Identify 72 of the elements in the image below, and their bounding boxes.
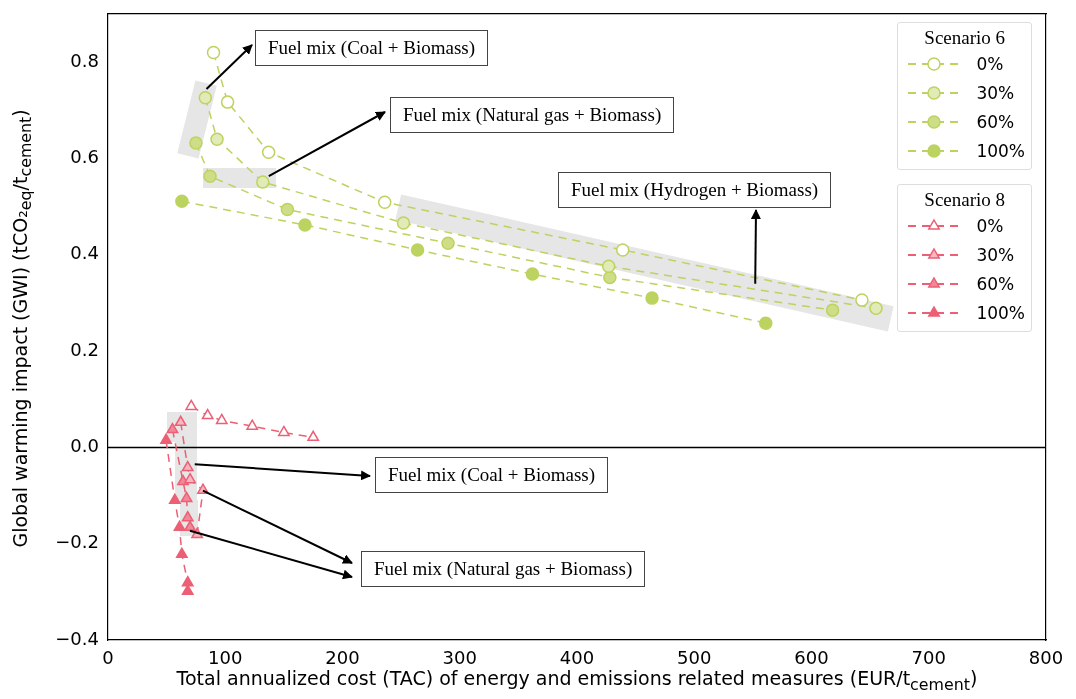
x-tick-label: 500	[677, 647, 712, 669]
point	[759, 316, 773, 330]
point	[173, 520, 186, 532]
point	[601, 259, 616, 274]
y-tick-label: 0.0	[70, 435, 99, 457]
legend-label: 30%	[976, 82, 1015, 103]
y-tick-label: −0.2	[55, 531, 99, 553]
point	[184, 472, 197, 484]
point	[180, 491, 193, 503]
legend-label: 30%	[976, 244, 1015, 265]
legend-label: 60%	[976, 273, 1015, 294]
x-tick-label: 700	[911, 647, 946, 669]
y-tick-label: −0.4	[55, 627, 99, 649]
point	[645, 291, 659, 305]
point	[441, 236, 455, 250]
annotation: Fuel mix (Coal + Biomass)	[255, 30, 489, 66]
annotation: Fuel mix (Natural gas + Biomass)	[361, 551, 646, 587]
x-tick-label: 300	[442, 647, 477, 669]
text: Scenario 8	[924, 189, 1006, 210]
point	[220, 95, 235, 109]
annotation: Fuel mix (Coal + Biomass)	[375, 457, 609, 493]
x-tick-label: 600	[794, 647, 829, 669]
point	[280, 202, 295, 217]
point	[825, 303, 840, 317]
point	[855, 293, 869, 307]
legend-label: 100%	[976, 140, 1025, 161]
legend-label: 100%	[976, 302, 1025, 323]
y-tick-label: 0.4	[70, 242, 99, 264]
point	[869, 301, 883, 315]
x-tick-label: 800	[1028, 647, 1064, 669]
y-tick-label: 0.2	[70, 338, 99, 360]
point	[203, 169, 217, 184]
point	[210, 132, 224, 146]
legend-label: 0%	[976, 53, 1004, 74]
x-tick-label: 200	[325, 647, 360, 669]
point	[175, 547, 188, 559]
point	[298, 218, 312, 232]
y-tick-label: 0.8	[70, 49, 99, 71]
point	[396, 216, 411, 230]
annotation: Fuel mix (Natural gas + Biomass)	[390, 97, 675, 133]
point	[184, 520, 197, 532]
point	[206, 45, 221, 60]
x-tick-label: 100	[208, 647, 243, 669]
point	[615, 243, 630, 257]
point	[189, 136, 203, 150]
x-tick-label: 400	[559, 647, 595, 669]
point	[181, 460, 194, 472]
legend-label: 60%	[976, 111, 1015, 132]
point	[181, 575, 194, 587]
point	[603, 270, 617, 285]
point	[307, 430, 320, 442]
point	[160, 433, 172, 444]
point	[246, 419, 259, 430]
point	[277, 425, 290, 437]
point	[185, 399, 198, 411]
point	[525, 267, 540, 281]
point	[215, 413, 228, 425]
point	[166, 422, 179, 434]
point	[175, 194, 189, 209]
point	[168, 493, 181, 505]
text: Scenario 6	[924, 27, 1006, 48]
point	[198, 91, 213, 105]
point	[261, 145, 276, 159]
point	[377, 195, 392, 210]
annotation: Fuel mix (Hydrogen + Biomass)	[558, 172, 832, 208]
point	[410, 243, 425, 257]
x-axis-title: Total annualized cost (TAC) of energy and emissions related measures (EUR/t$_{cement}$)	[175, 667, 979, 694]
point	[256, 175, 270, 189]
point	[201, 408, 214, 420]
legend-label: 0%	[976, 215, 1004, 236]
y-tick-label: 0.6	[70, 146, 99, 168]
x-tick-label: 0	[102, 647, 114, 669]
